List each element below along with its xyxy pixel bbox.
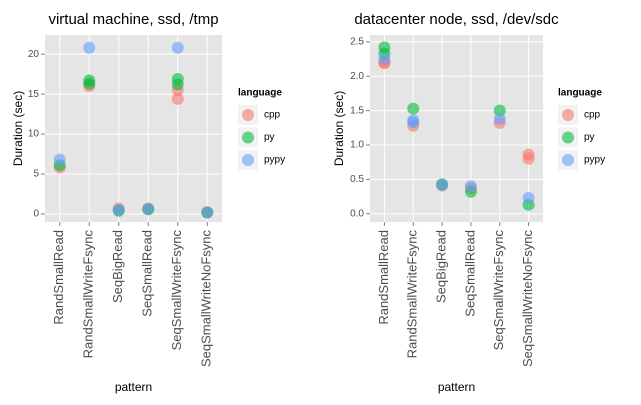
data-point (436, 178, 449, 191)
legend-label: pypy (584, 155, 605, 166)
y-axis-title: Duration (sec) (332, 91, 346, 166)
legend-marker (562, 131, 574, 144)
data-point (171, 78, 184, 91)
x-tick-label: SeqBigRead (434, 230, 449, 303)
data-point (407, 116, 420, 129)
legend-label: py (264, 132, 275, 143)
data-point (493, 104, 506, 117)
data-point (142, 203, 155, 216)
data-point (464, 180, 477, 193)
x-tick-label: SeqSmallWriteFsync (491, 230, 506, 351)
chart-title: datacenter node, ssd, /dev/sdc (354, 11, 559, 28)
legend-marker (562, 109, 574, 121)
x-axis-title: pattern (115, 380, 152, 394)
data-point (83, 77, 96, 90)
plot-background (45, 35, 222, 222)
y-tick-label: 1.0 (350, 140, 364, 151)
y-tick-label: 15 (28, 89, 40, 100)
data-point (171, 92, 184, 105)
x-tick-label: RandSmallRead (376, 230, 391, 325)
data-point (112, 204, 125, 217)
legend-label: cpp (584, 110, 601, 121)
data-point (83, 41, 96, 54)
x-tick-label: SeqSmallWriteFsync (169, 230, 184, 351)
legend-title: language (238, 88, 282, 99)
data-point (201, 206, 214, 219)
legend-label: pypy (264, 155, 285, 166)
data-point (522, 191, 535, 204)
y-axis-title: Duration (sec) (11, 91, 25, 166)
x-tick-label: RandSmallWriteFsync (81, 230, 96, 359)
x-axis-title: pattern (438, 380, 475, 394)
x-tick-label: SeqSmallWriteNoFsync (199, 230, 214, 368)
data-point (53, 153, 66, 166)
y-tick-label: 5 (33, 169, 39, 180)
legend-label: cpp (264, 110, 281, 121)
data-point (407, 102, 420, 115)
data-point (493, 112, 506, 125)
y-tick-label: 2.5 (350, 37, 364, 48)
x-tick-label: SeqSmallRead (462, 230, 477, 317)
data-point (378, 53, 391, 66)
data-point (171, 41, 184, 54)
legend-marker (562, 154, 574, 166)
y-tick-label: 2.0 (350, 71, 364, 82)
y-tick-label: 0.0 (350, 208, 364, 219)
y-tick-label: 1.5 (350, 105, 364, 116)
x-tick-label: SeqSmallWriteNoFsync (520, 230, 535, 368)
legend-label: py (584, 132, 595, 143)
x-tick-label: SeqSmallRead (140, 230, 155, 317)
y-tick-label: 0.5 (350, 174, 364, 185)
legend-marker (242, 109, 254, 121)
x-tick-label: SeqBigRead (110, 230, 125, 303)
legend-marker (242, 131, 254, 144)
chart-title: virtual machine, ssd, /tmp (48, 11, 218, 28)
y-tick-label: 0 (33, 209, 39, 220)
legend-title: language (558, 88, 602, 99)
y-tick-label: 10 (28, 129, 40, 140)
x-tick-label: RandSmallWriteFsync (405, 230, 420, 359)
x-tick-label: RandSmallRead (51, 230, 66, 325)
y-tick-label: 20 (28, 49, 40, 60)
legend-marker (242, 154, 254, 166)
plot-background (370, 35, 543, 222)
data-point (522, 152, 535, 165)
